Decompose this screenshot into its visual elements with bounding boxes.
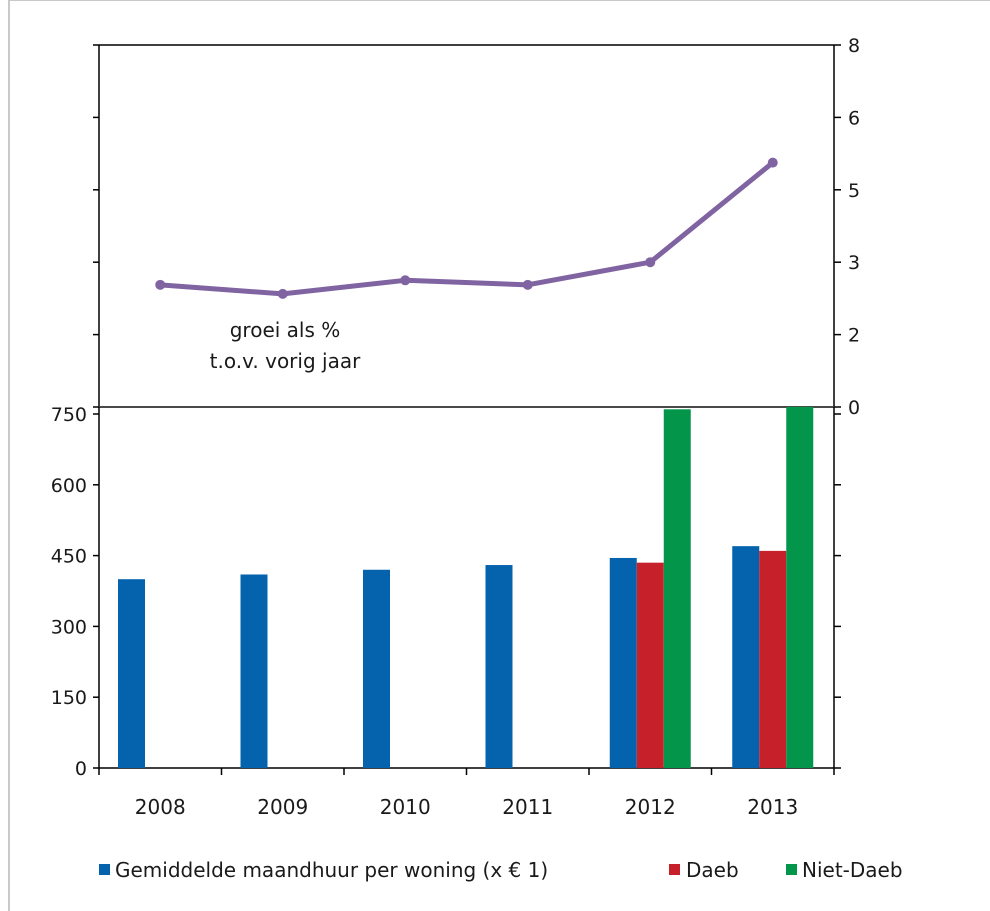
legend-swatch-gemiddelde <box>99 864 110 875</box>
legend-swatch-niet-daeb <box>786 864 797 875</box>
growth-point-2013 <box>767 157 778 168</box>
bar-y-tick-label: 150 <box>51 687 87 709</box>
bar-y-tick-label: 600 <box>51 475 87 497</box>
bar-panel-tick-labels: 0 150 300 450 600 750 <box>51 404 87 780</box>
annotation-line-2: t.o.v. vorig jaar <box>210 349 361 373</box>
year-label-2008: 2008 <box>135 795 186 819</box>
bar-daeb-2012 <box>636 562 664 768</box>
legend-label-gemiddelde: Gemiddelde maandhuur per woning (x € 1) <box>115 858 548 882</box>
window-top-border <box>8 0 990 1</box>
bars <box>118 406 814 768</box>
bar-panel-x-ticks <box>98 768 835 775</box>
year-label-2013: 2013 <box>747 795 798 819</box>
bar-gemiddelde-2011 <box>485 565 513 768</box>
bar-gemiddelde-2013 <box>732 546 760 768</box>
bar-gemiddelde-2010 <box>363 569 390 768</box>
bar-y-tick-label: 450 <box>51 546 87 568</box>
growth-line <box>157 160 776 297</box>
growth-point-2010 <box>400 275 411 286</box>
growth-point-2009 <box>277 288 288 299</box>
line-series <box>155 157 778 299</box>
line-panel-left-ticks <box>93 44 99 408</box>
bar-y-tick-label: 0 <box>75 758 87 780</box>
legend-swatch-daeb <box>669 864 680 875</box>
line-y-tick-label: 6 <box>848 107 860 129</box>
growth-point-2011 <box>522 279 533 290</box>
line-y-tick-label: 2 <box>848 325 860 347</box>
annotation-line-1: groei als % <box>230 318 341 342</box>
legend-label-niet-daeb: Niet-Daeb <box>802 858 903 882</box>
window-left-border <box>8 0 10 911</box>
bar-panel-right-ticks <box>834 413 841 769</box>
growth-point-2008 <box>155 279 166 290</box>
line-panel: 0 2 3 5 6 8 groei als % t.o.v. vorig jaar <box>93 35 860 419</box>
legend: Gemiddelde maandhuur per woning (x € 1) … <box>99 858 903 882</box>
bar-panel-left-ticks <box>93 413 99 769</box>
bar-panel: 0 150 300 450 600 750 2008 2009 2010 2011 2012 201… <box>51 404 841 819</box>
bar-y-tick-label: 300 <box>51 616 87 638</box>
growth-point-2012 <box>645 257 656 268</box>
bar-gemiddelde-2009 <box>240 574 268 768</box>
bar-gemiddelde-2008 <box>118 579 145 768</box>
bar-daeb-2013 <box>759 550 787 768</box>
year-label-2011: 2011 <box>502 795 553 819</box>
line-y-tick-label: 5 <box>848 180 860 202</box>
line-y-tick-label: 0 <box>848 397 860 419</box>
year-label-2009: 2009 <box>257 795 308 819</box>
bar-y-tick-label: 750 <box>51 404 87 426</box>
bar-gemiddelde-2012 <box>609 557 637 768</box>
bar-niet-daeb-2012 <box>663 409 691 768</box>
year-labels: 2008 2009 2010 2011 2012 2013 <box>135 795 798 819</box>
bar-niet-daeb-2013 <box>786 406 814 768</box>
year-label-2010: 2010 <box>380 795 431 819</box>
year-label-2012: 2012 <box>625 795 676 819</box>
line-y-tick-label: 3 <box>848 252 860 274</box>
legend-label-daeb: Daeb <box>686 858 739 882</box>
line-panel-tick-labels: 0 2 3 5 6 8 <box>848 35 860 419</box>
line-y-tick-label: 8 <box>848 35 860 57</box>
line-panel-right-ticks <box>834 44 841 408</box>
